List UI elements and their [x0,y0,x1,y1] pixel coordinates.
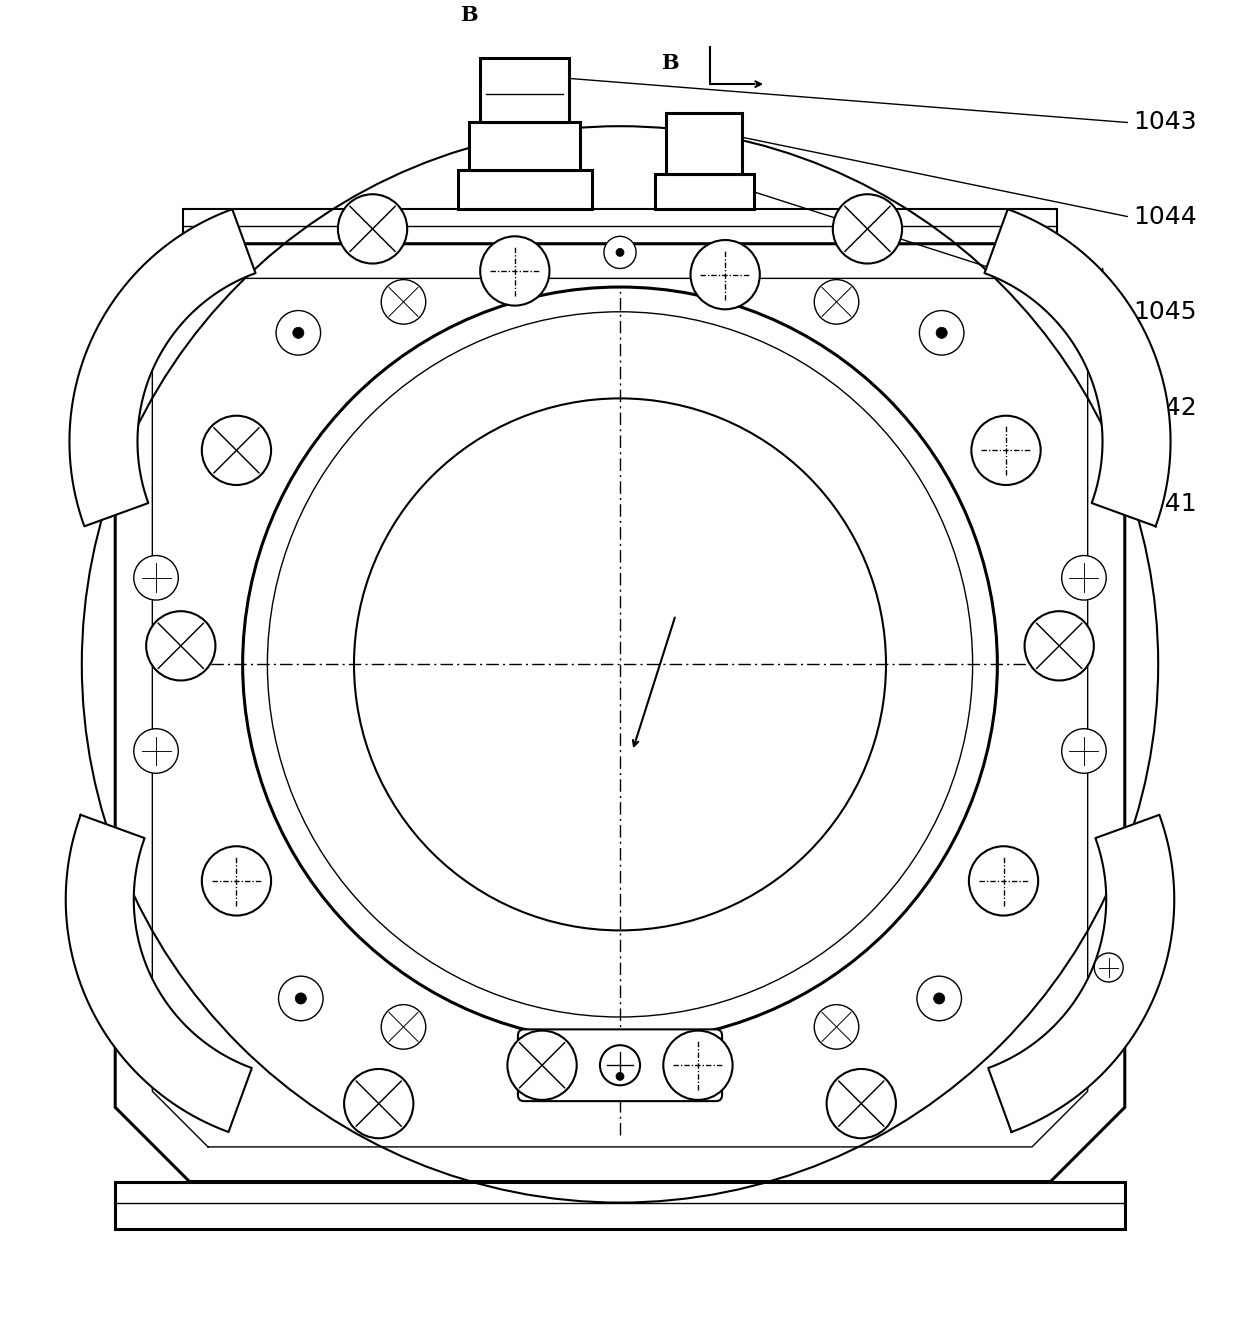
Text: 1045: 1045 [1133,299,1197,324]
Circle shape [381,279,425,324]
Polygon shape [66,814,252,1132]
Circle shape [1061,728,1106,773]
Text: B: B [661,53,678,73]
Circle shape [934,993,945,1004]
Polygon shape [985,209,1171,527]
Circle shape [815,1005,859,1049]
Circle shape [616,1072,624,1080]
Circle shape [833,195,901,263]
Circle shape [277,311,321,355]
Circle shape [604,1061,636,1092]
Text: 1044: 1044 [1133,204,1197,229]
Text: B: B [460,5,479,25]
Circle shape [343,1068,413,1139]
Text: 1041: 1041 [1133,491,1197,515]
Bar [458,169,591,209]
Bar [184,209,1056,244]
Circle shape [916,976,961,1021]
Circle shape [936,327,947,339]
Circle shape [134,728,179,773]
Text: 1043: 1043 [1133,110,1197,135]
Circle shape [381,1005,425,1049]
Bar [469,123,580,169]
Circle shape [507,1030,577,1100]
Circle shape [971,416,1040,485]
Circle shape [202,846,272,916]
Circle shape [600,1045,640,1086]
Text: 1042: 1042 [1133,396,1197,420]
Circle shape [295,993,306,1004]
Circle shape [827,1068,897,1139]
Circle shape [339,195,407,263]
Bar [666,113,743,175]
Circle shape [691,240,760,310]
Circle shape [663,1030,733,1100]
Circle shape [1024,612,1094,681]
Circle shape [968,846,1038,916]
Circle shape [134,556,179,600]
Circle shape [919,311,963,355]
Polygon shape [988,814,1174,1132]
Circle shape [279,976,324,1021]
Circle shape [293,327,304,339]
Circle shape [480,236,549,306]
Bar [480,58,569,123]
Circle shape [202,416,272,485]
Circle shape [146,612,216,681]
Circle shape [815,279,859,324]
FancyBboxPatch shape [518,1029,722,1102]
Circle shape [604,236,636,269]
Polygon shape [69,209,255,527]
Bar [115,1181,1125,1229]
Circle shape [1061,556,1106,600]
Bar [655,175,754,209]
Circle shape [1094,953,1123,982]
Circle shape [616,249,624,257]
